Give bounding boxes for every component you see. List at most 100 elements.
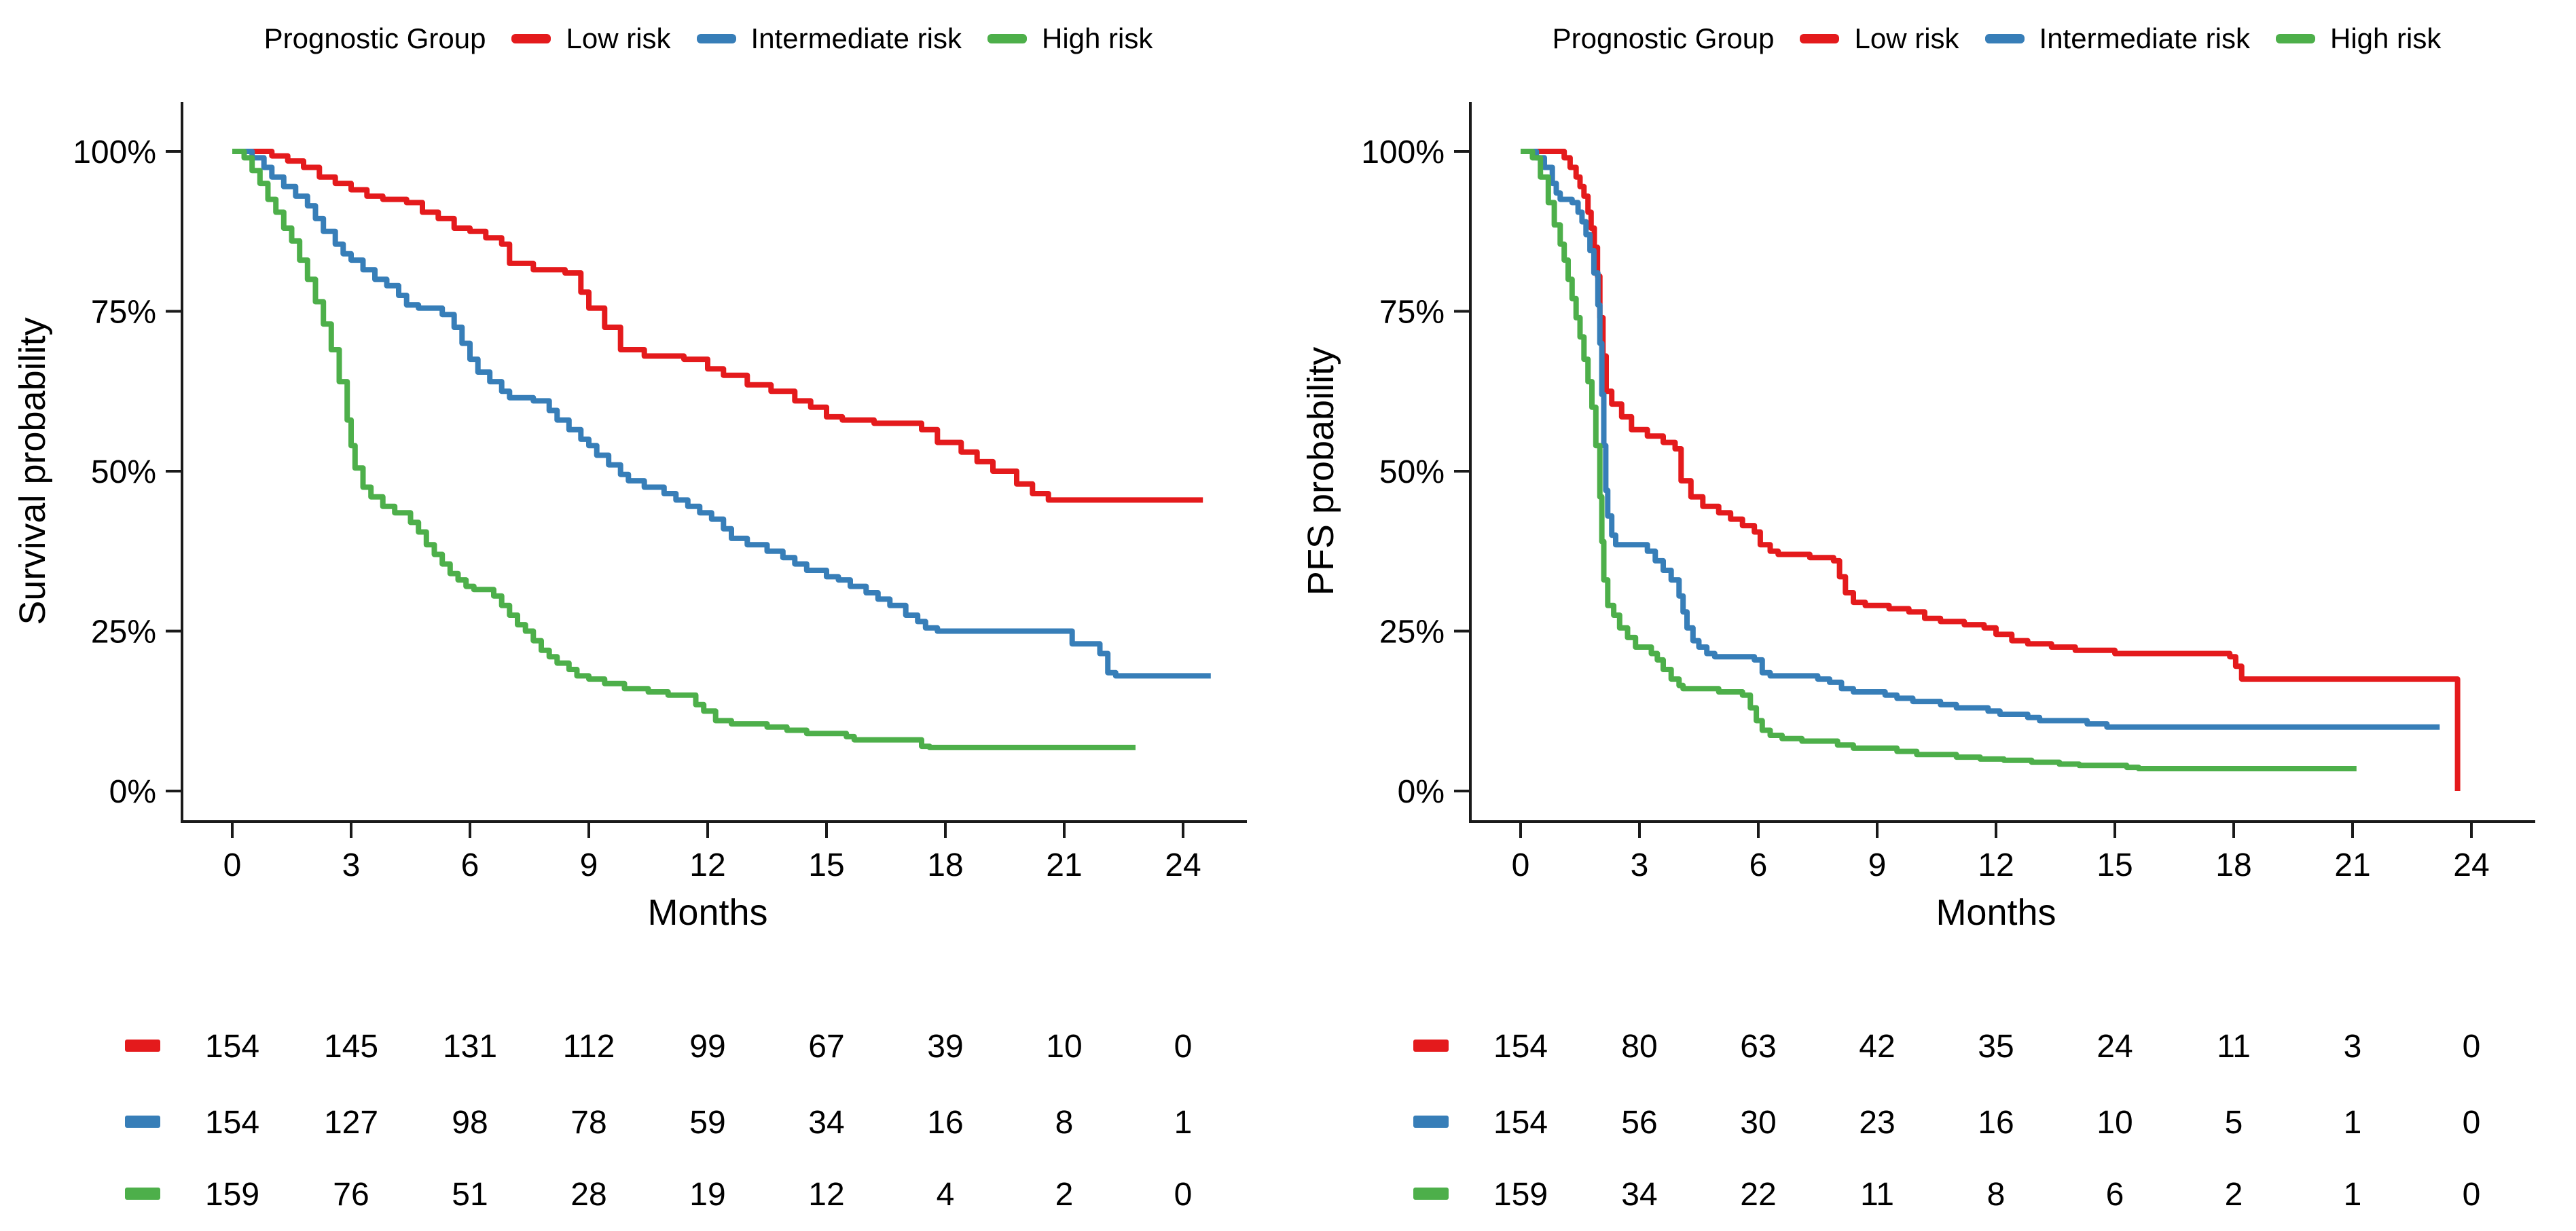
risk-count: 159 <box>205 1177 259 1213</box>
x-tick-label: 9 <box>1868 847 1887 883</box>
risk-key-low-risk <box>125 1040 160 1052</box>
risk-count: 145 <box>324 1029 378 1065</box>
x-tick-label: 3 <box>1631 847 1649 883</box>
x-tick-label: 24 <box>1165 847 1201 883</box>
x-tick-label: 21 <box>1046 847 1082 883</box>
risk-count: 99 <box>689 1029 725 1065</box>
legend-item-label: Low risk <box>1854 22 1959 54</box>
y-tick-label: 75% <box>1379 295 1445 331</box>
risk-count: 131 <box>443 1029 497 1065</box>
low-risk-line-key-icon <box>1800 34 1840 43</box>
risk-key-high-risk <box>1413 1188 1449 1200</box>
risk-count: 154 <box>1493 1105 1548 1141</box>
risk-count: 4 <box>937 1177 955 1213</box>
risk-count: 98 <box>452 1105 488 1141</box>
x-tick-label: 0 <box>223 847 242 883</box>
intermediate-risk-line-key-icon <box>696 34 736 43</box>
risk-count: 42 <box>1859 1029 1895 1065</box>
legend-item-label: Low risk <box>566 22 671 54</box>
risk-count: 23 <box>1859 1105 1895 1141</box>
pfs-panel: Prognostic Group Low risk Intermediate r… <box>1288 0 2576 1231</box>
risk-count: 59 <box>689 1105 725 1141</box>
risk-count: 154 <box>205 1105 259 1141</box>
risk-key-intermediate-risk <box>1413 1116 1449 1128</box>
risk-count: 0 <box>1174 1029 1193 1065</box>
risk-count: 28 <box>570 1177 606 1213</box>
x-tick-label: 9 <box>580 847 598 883</box>
risk-count: 154 <box>1493 1029 1548 1065</box>
risk-count: 0 <box>2463 1177 2481 1213</box>
km-curve-high-risk <box>1521 149 2357 771</box>
x-tick-label: 21 <box>2334 847 2370 883</box>
risk-count: 11 <box>2217 1029 2251 1065</box>
x-tick-label: 6 <box>461 847 479 883</box>
y-axis-title: PFS probability <box>1301 347 1341 595</box>
survival-chart: Months Survival probability 0% 25% 50% 75% 1… <box>12 102 1247 1213</box>
y-tick-label: 75% <box>91 295 156 331</box>
intermediate-risk-line-key-icon <box>1984 34 2025 43</box>
y-tick-label: 100% <box>73 134 156 170</box>
x-tick-label: 15 <box>808 847 844 883</box>
legend-item-label: Intermediate risk <box>750 22 962 54</box>
pfs-chart: Months PFS probability 0% 25% 50% 75% 100% 0 3… <box>1301 102 2535 1213</box>
legend-item-high-risk: High risk <box>2275 22 2442 55</box>
risk-count: 76 <box>333 1177 369 1213</box>
risk-count: 5 <box>2225 1105 2243 1141</box>
pfs-legend: Prognostic Group Low risk Intermediate r… <box>1458 15 2535 62</box>
km-curve-low-risk <box>232 149 1203 503</box>
risk-count: 112 <box>563 1029 615 1065</box>
risk-count: 3 <box>2344 1029 2362 1065</box>
risk-count: 127 <box>324 1105 378 1141</box>
risk-count: 22 <box>1740 1177 1776 1213</box>
risk-key-low-risk <box>1413 1040 1449 1052</box>
legend-item-intermediate-risk: Intermediate risk <box>696 22 962 55</box>
risk-key-intermediate-risk <box>125 1116 160 1128</box>
legend-item-label: High risk <box>2329 22 2442 54</box>
risk-count: 154 <box>205 1029 259 1065</box>
risk-count: 0 <box>1174 1177 1193 1213</box>
risk-count: 159 <box>1493 1177 1548 1213</box>
km-curve-high-risk <box>232 149 1136 750</box>
legend-item-low-risk: Low risk <box>511 22 671 55</box>
risk-count: 16 <box>927 1105 963 1141</box>
y-tick-label: 50% <box>1379 454 1445 490</box>
risk-count: 1 <box>1174 1105 1193 1141</box>
risk-count: 2 <box>1055 1177 1074 1213</box>
risk-count: 0 <box>2463 1029 2481 1065</box>
survival-legend: Prognostic Group Low risk Intermediate r… <box>170 15 1247 62</box>
x-tick-label: 12 <box>1978 847 2014 883</box>
legend-item-label: Intermediate risk <box>2039 22 2250 54</box>
legend-item-intermediate-risk: Intermediate risk <box>1984 22 2250 55</box>
risk-count: 39 <box>927 1029 963 1065</box>
x-tick-label: 0 <box>1512 847 1530 883</box>
km-curve-intermediate-risk <box>232 149 1211 679</box>
risk-count: 10 <box>2097 1105 2133 1141</box>
y-tick-label: 0% <box>109 774 156 810</box>
km-curve-intermediate-risk <box>1521 149 2440 730</box>
y-tick-label: 100% <box>1361 134 1445 170</box>
risk-count: 12 <box>808 1177 844 1213</box>
x-tick-label: 15 <box>2097 847 2133 883</box>
risk-count: 10 <box>1046 1029 1082 1065</box>
risk-count: 78 <box>570 1105 606 1141</box>
risk-count: 2 <box>2225 1177 2243 1213</box>
high-risk-line-key-icon <box>2275 34 2315 43</box>
risk-count: 1 <box>2344 1177 2362 1213</box>
risk-count: 16 <box>1978 1105 2014 1141</box>
risk-count: 8 <box>1055 1105 1074 1141</box>
risk-count: 63 <box>1740 1029 1776 1065</box>
high-risk-line-key-icon <box>987 34 1027 43</box>
legend-item-label: High risk <box>1041 22 1153 54</box>
survival-panel: Prognostic Group Low risk Intermediate r… <box>12 15 1247 1213</box>
risk-count: 1 <box>2344 1105 2362 1141</box>
risk-count: 11 <box>1860 1177 1894 1213</box>
risk-count: 6 <box>2106 1177 2124 1213</box>
risk-count: 34 <box>1621 1177 1657 1213</box>
y-axis-title: Survival probability <box>12 317 53 625</box>
x-axis-title: Months <box>1936 892 2056 933</box>
risk-count: 35 <box>1978 1029 2014 1065</box>
y-tick-label: 25% <box>1379 614 1445 650</box>
x-tick-label: 24 <box>2453 847 2489 883</box>
legend-item-high-risk: High risk <box>987 22 1153 55</box>
